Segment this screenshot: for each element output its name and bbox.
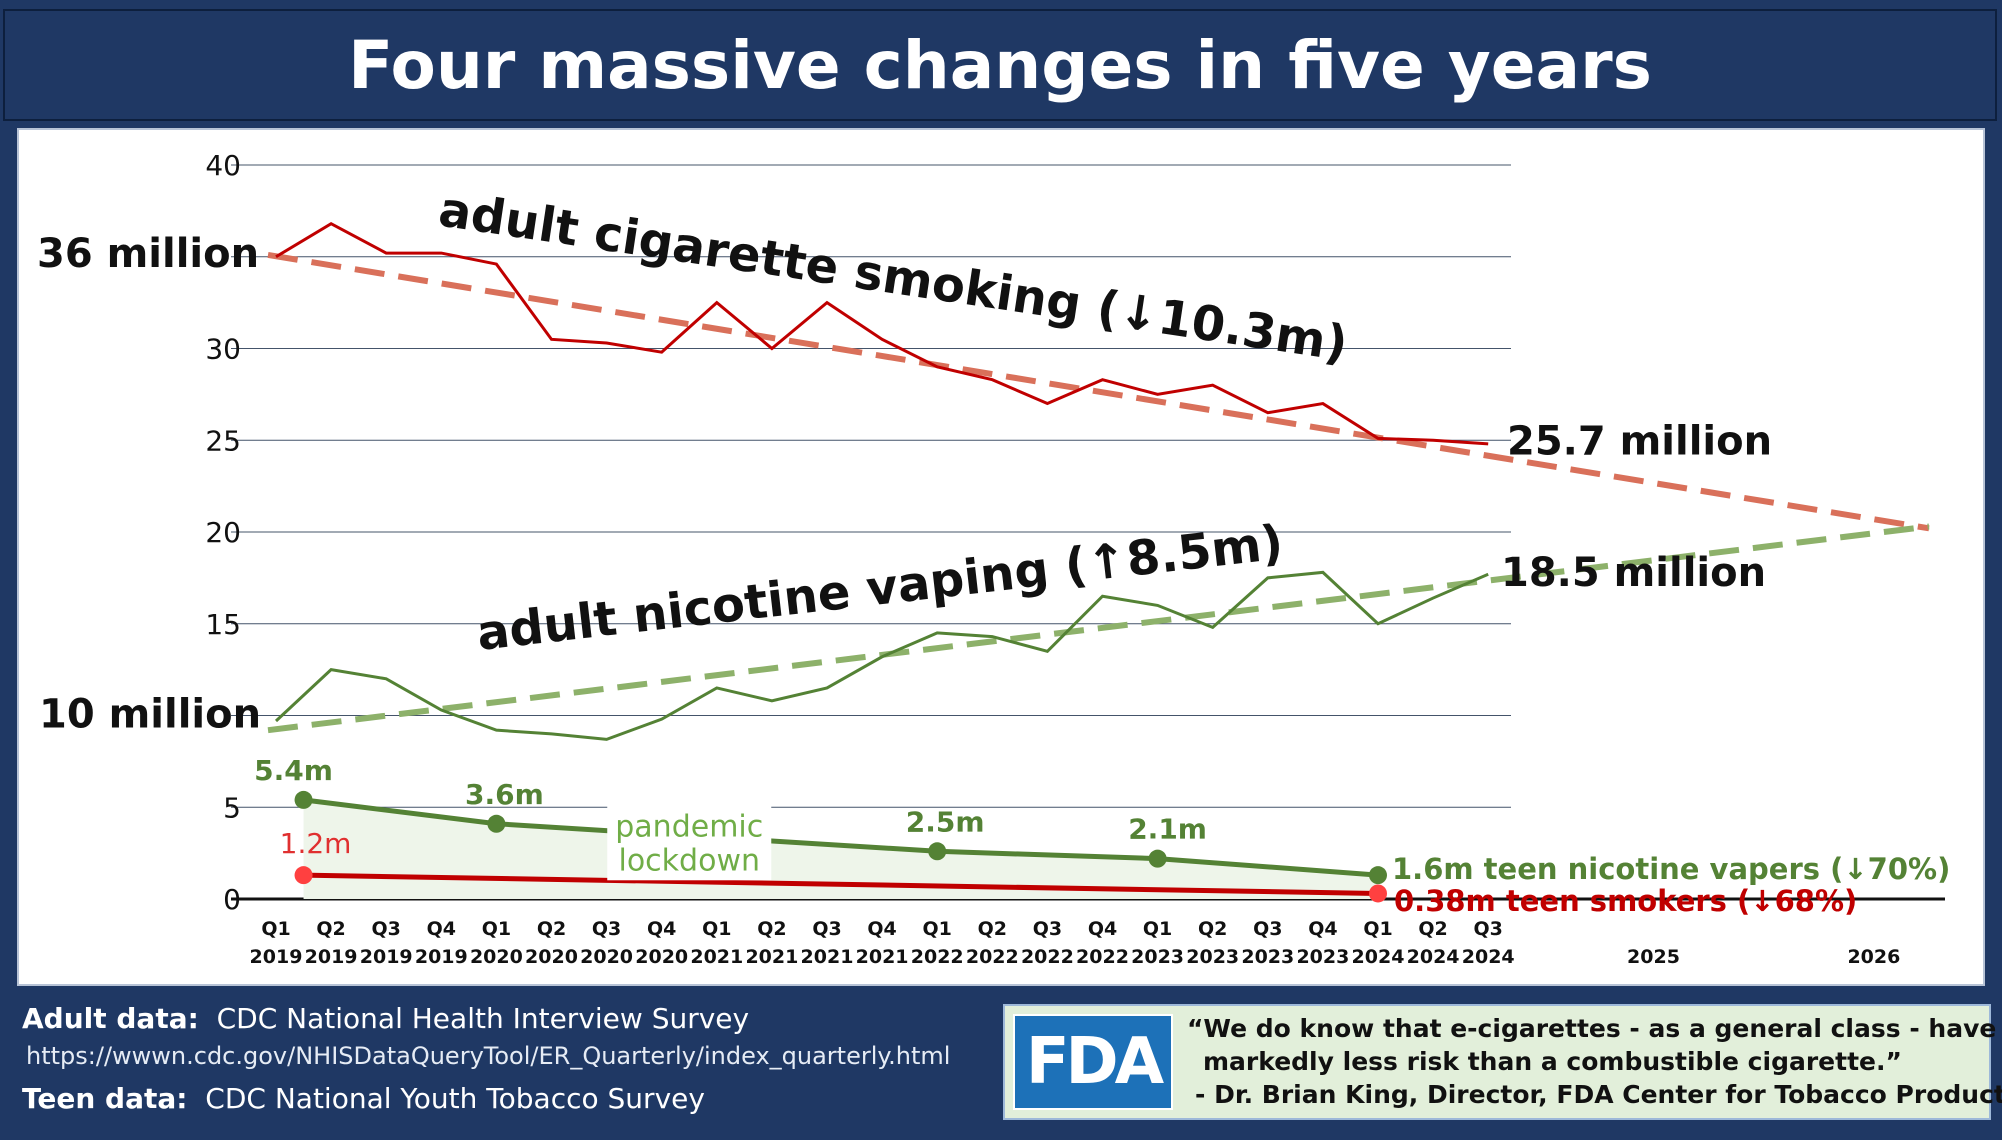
x-tick-label: Q3 [1253,918,1282,940]
teen-vaping-point [294,790,313,809]
x-tick-label: 2023 [1241,946,1294,968]
y-tick-label: 20 [205,516,241,549]
x-tick-label: 2020 [635,946,688,968]
teen-vaping-point [1369,866,1387,885]
x-tick-label: 2023 [1131,946,1184,968]
x-tick-label: 2020 [525,946,578,968]
x-tick-label: 2019 [415,946,468,968]
x-tick-label: 2021 [745,946,798,968]
teen-vaping-point [1148,849,1167,868]
x-tick-label: 2022 [966,946,1019,968]
quote-text: “We do know that e-cigarettes - as a gen… [1187,1012,2002,1111]
adult-smoking-line [275,221,1489,446]
adult-data-source: CDC National Health Interview Survey [216,1002,750,1035]
x-tick-label: Q2 [1418,918,1447,940]
page-title: Four massive changes in five years [348,26,1652,104]
adult-source-line: Adult data: CDC National Health Intervie… [22,1002,749,1035]
x-tick-label: 2023 [1296,946,1349,968]
x-tick-label: 2022 [1021,946,1074,968]
pandemic-annotation: pandemic [615,809,763,844]
y-tick-label: 40 [205,149,241,182]
adult-vaping-line [274,570,1489,741]
teen-smoking-end-label: 0.38m teen smokers (↓68%) [1394,884,1857,918]
x-tick-label: Q2 [978,918,1007,940]
adult-vaping-trend-line [267,523,1930,734]
x-tick-label: 2022 [911,946,964,968]
x-tick-label: Q4 [867,918,896,940]
x-tick-label: 2021 [801,946,854,968]
x-tick-label: Q1 [1143,918,1172,940]
x-tick-label: 2019 [305,946,358,968]
x-tick-label: 2023 [1186,946,1239,968]
x-tick-label: 2026 [1847,946,1900,968]
x-tick-label: 2021 [856,946,909,968]
x-tick-label: 2025 [1627,946,1680,968]
teen-data-source: CDC National Youth Tobacco Survey [205,1082,705,1115]
x-tick-label: Q2 [757,918,786,940]
teen-smoking-point [294,866,313,885]
teen-smoking-line [303,872,1379,896]
quote-line-2: markedly less risk than a combustible ci… [1203,1047,1902,1076]
y-tick-label: 5 [223,791,241,824]
teen-source-line: Teen data: CDC National Youth Tobacco Su… [22,1082,705,1115]
x-tick-label: 2024 [1462,946,1515,968]
x-tick-label: 2021 [690,946,743,968]
source-url-link[interactable]: https://wwwn.cdc.gov/NHISDataQueryTool/E… [26,1042,951,1070]
x-tick-label: 2022 [1076,946,1129,968]
title-bar: Four massive changes in five years [3,9,1997,121]
pandemic-annotation: lockdown [618,843,760,878]
x-tick-label: Q1 [1363,918,1392,940]
x-tick-label: Q3 [812,918,841,940]
x-tick-label: 2019 [360,946,413,968]
x-tick-label: 2020 [470,946,523,968]
x-tick-label: Q4 [1308,918,1337,940]
teen-smoking-data-label: 1.2m [280,827,352,860]
x-tick-label: Q3 [592,918,621,940]
x-tick-label: Q1 [261,918,290,940]
x-tick-label: Q4 [1088,918,1117,940]
fda-quote-box: FDA “We do know that e-cigarettes - as a… [1003,1004,2002,1120]
x-tick-label: Q4 [427,918,456,940]
x-tick-label: Q4 [647,918,676,940]
teen-vaping-data-label: 2.5m [906,805,985,838]
teen-vaping-point [928,842,947,861]
x-tick-label: Q1 [923,918,952,940]
line-chart: 051520253040Q12019Q22019Q32019Q42019Q120… [37,149,1950,968]
x-tick-label: Q3 [372,918,401,940]
chart-frame: 0 5 15 20 25 30 40 Q1 2019 Q2 2019 Q3 2019 Q4 2019 Q1 20… [17,128,1985,986]
y-tick-label: 15 [205,608,241,641]
annotation-backdrop [607,804,772,881]
teen-vaping-end-label: 1.6m teen nicotine vapers (↓70%) [1392,852,1950,886]
smoking-start-label: 36 million [37,231,259,277]
teen-smoking-point [1369,884,1387,903]
teen-vaping-point [487,814,506,833]
teen-vaping-area [303,799,1378,899]
teen-vaping-data-label: 2.1m [1128,813,1207,846]
x-tick-label: Q3 [1474,918,1503,940]
x-tick-label: Q2 [316,918,345,940]
y-tick-label: 25 [205,424,241,457]
x-tick-label: Q2 [537,918,566,940]
x-tick-label: 2019 [250,946,303,968]
x-tick-label: Q1 [702,918,731,940]
vaping-start-label: 10 million [39,692,261,738]
x-tick-label: Q1 [482,918,511,940]
x-tick-label: 2024 [1352,946,1405,968]
y-tick-label: 30 [205,333,241,366]
x-tick-label: 2020 [580,946,633,968]
adult-data-label: Adult data: [22,1002,199,1035]
teen-vaping-data-label: 3.6m [465,778,544,811]
teen-vaping-data-label: 5.4m [254,754,333,787]
adult-smoking-trend-line [267,251,1930,532]
fda-logo: FDA [1013,1014,1173,1110]
quote-attribution: - Dr. Brian King, Director, FDA Center f… [1195,1080,2002,1109]
teen-data-label: Teen data: [22,1082,188,1115]
vaping-series-title: adult nicotine vaping (↑8.5m) [474,514,1286,661]
vaping-end-label: 18.5 million [1501,550,1766,596]
x-tick-label: 2024 [1407,946,1460,968]
quote-line-1: “We do know that e-cigarettes - as a gen… [1187,1014,1997,1043]
x-tick-label: Q3 [1033,918,1062,940]
x-tick-label: Q2 [1198,918,1227,940]
smoking-end-label: 25.7 million [1507,418,1772,464]
